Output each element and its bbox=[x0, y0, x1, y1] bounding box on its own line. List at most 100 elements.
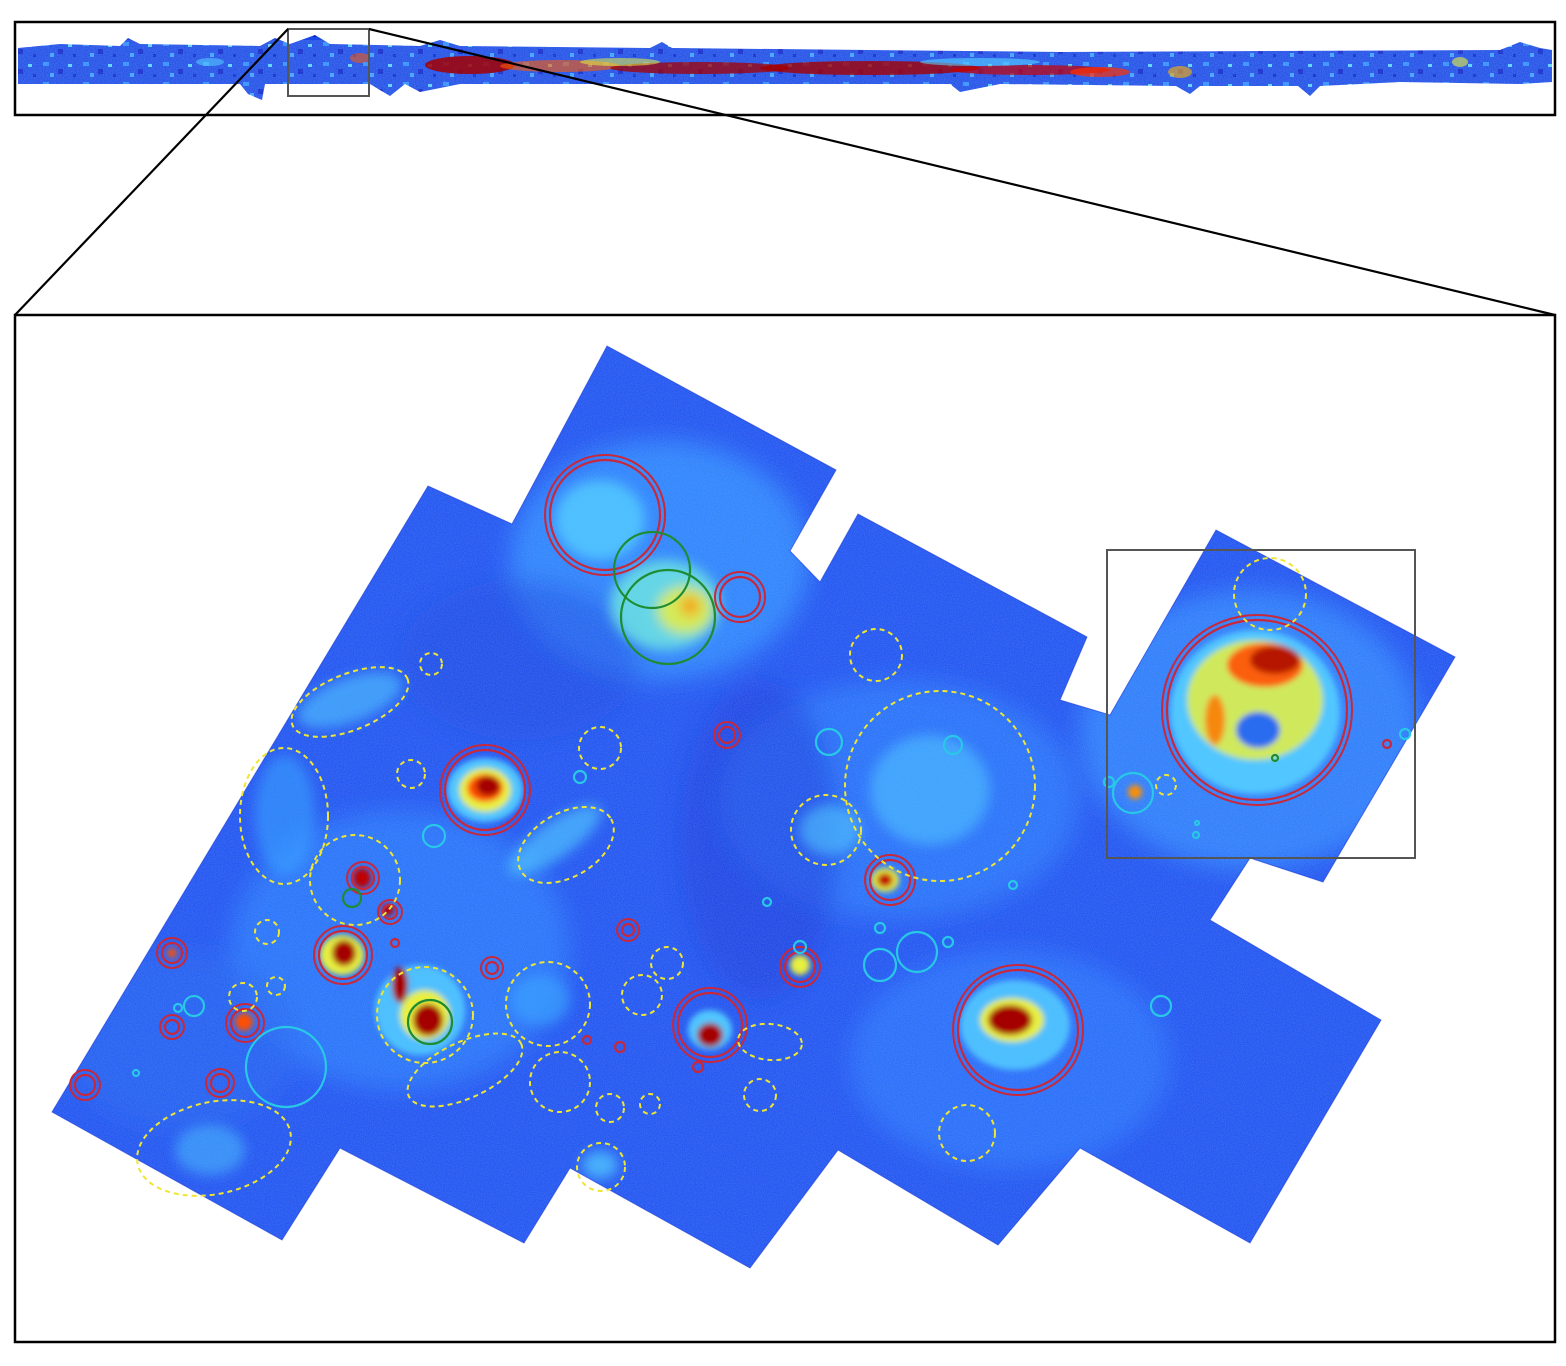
red-region-marker-outer bbox=[313, 925, 373, 985]
yellow-region-marker bbox=[576, 1142, 626, 1192]
red-region-marker bbox=[350, 865, 376, 891]
red-region-marker-outer bbox=[779, 946, 821, 988]
yellow-region-marker bbox=[743, 1078, 777, 1112]
red-region-marker bbox=[73, 1073, 97, 1097]
overview-strip bbox=[13, 20, 1557, 117]
red-region-marker-outer bbox=[952, 964, 1084, 1096]
red-region-marker-outer bbox=[205, 1068, 235, 1098]
cyan-region-marker bbox=[182, 994, 206, 1018]
yellow-region-marker bbox=[621, 974, 663, 1016]
cyan-region-marker bbox=[941, 935, 955, 949]
yellow-region-marker bbox=[376, 966, 474, 1064]
red-region-marker bbox=[317, 929, 369, 981]
zoom-panel bbox=[13, 313, 1557, 1344]
red-region-marker-outer bbox=[439, 744, 531, 836]
cyan-region-marker bbox=[1191, 830, 1201, 840]
red-region-marker-outer bbox=[225, 1003, 265, 1043]
cyan-region-marker bbox=[172, 1002, 184, 1014]
yellow-region-marker bbox=[1155, 774, 1177, 796]
yellow-region-marker bbox=[529, 1051, 591, 1113]
red-region-marker-outer bbox=[69, 1069, 101, 1101]
red-region-marker-outer bbox=[156, 937, 188, 969]
inset-box bbox=[1106, 549, 1416, 859]
red-region-marker bbox=[717, 725, 737, 745]
red-region-marker bbox=[381, 903, 399, 921]
cyan-region-marker bbox=[895, 930, 939, 974]
red-region-marker bbox=[548, 458, 662, 572]
zoom-connector-left bbox=[14, 28, 289, 316]
cyan-region-marker bbox=[814, 727, 844, 757]
green-region-marker bbox=[619, 568, 717, 666]
red-region-marker bbox=[1381, 738, 1393, 750]
yellow-region-marker bbox=[309, 834, 401, 926]
red-region-marker-outer bbox=[1161, 614, 1353, 806]
yellow-region-marker bbox=[595, 1093, 625, 1123]
yellow-region-marker bbox=[639, 1093, 661, 1115]
red-region-marker-outer bbox=[159, 1014, 185, 1040]
cyan-region-marker bbox=[792, 939, 808, 955]
red-region-marker bbox=[868, 858, 912, 902]
cyan-region-marker bbox=[942, 734, 964, 756]
cyan-region-marker bbox=[1007, 879, 1019, 891]
strip-frame bbox=[13, 20, 1557, 117]
red-region-marker bbox=[209, 1072, 231, 1094]
yellow-region-marker bbox=[406, 1032, 524, 1108]
yellow-region-marker bbox=[396, 759, 426, 789]
cyan-region-marker bbox=[1149, 994, 1173, 1018]
red-region-marker bbox=[389, 937, 401, 949]
red-region-marker bbox=[160, 941, 184, 965]
cyan-region-marker bbox=[131, 1068, 141, 1078]
green-region-marker bbox=[612, 530, 692, 610]
cyan-region-marker bbox=[1111, 771, 1155, 815]
green-region-marker bbox=[341, 887, 363, 909]
red-region-marker bbox=[613, 1040, 627, 1054]
red-region-marker-outer bbox=[480, 956, 504, 980]
red-region-marker-outer bbox=[672, 987, 748, 1063]
green-region-marker bbox=[406, 998, 454, 1046]
red-region-marker bbox=[718, 575, 762, 619]
yellow-region-marker bbox=[790, 794, 862, 866]
red-region-marker-outer bbox=[544, 454, 666, 576]
cyan-region-marker bbox=[1193, 819, 1201, 827]
red-region-marker bbox=[620, 922, 636, 938]
yellow-region-marker bbox=[136, 1099, 292, 1197]
yellow-region-marker bbox=[1233, 557, 1307, 631]
red-region-marker-outer bbox=[714, 571, 766, 623]
yellow-region-marker bbox=[419, 652, 443, 676]
red-region-marker bbox=[956, 968, 1080, 1092]
red-region-marker-outer bbox=[346, 861, 380, 895]
yellow-region-marker bbox=[938, 1104, 996, 1162]
green-region-marker bbox=[1270, 753, 1280, 763]
strip-emission bbox=[196, 53, 1468, 78]
emission-features bbox=[167, 480, 1340, 1179]
red-region-marker-outer bbox=[616, 918, 640, 942]
yellow-region-marker bbox=[517, 806, 615, 884]
cyan-region-marker bbox=[873, 921, 887, 935]
strip-zoom-box bbox=[287, 28, 370, 97]
red-region-marker bbox=[229, 1007, 261, 1039]
yellow-region-marker bbox=[266, 976, 286, 996]
cyan-region-marker bbox=[1102, 775, 1116, 789]
red-region-marker bbox=[163, 1018, 181, 1036]
cyan-region-marker bbox=[244, 1025, 328, 1109]
yellow-region-marker bbox=[239, 747, 329, 885]
red-region-marker bbox=[1165, 618, 1349, 802]
cyan-region-marker bbox=[572, 769, 588, 785]
region-markers bbox=[69, 454, 1412, 1197]
yellow-region-marker bbox=[228, 982, 258, 1012]
red-region-marker bbox=[691, 1060, 705, 1074]
red-region-marker bbox=[484, 960, 500, 976]
yellow-region-marker bbox=[578, 726, 622, 770]
red-region-marker-outer bbox=[713, 721, 741, 749]
yellow-region-marker bbox=[737, 1022, 803, 1062]
yellow-region-marker bbox=[849, 628, 903, 682]
red-region-marker bbox=[676, 991, 744, 1059]
zoom-connectors bbox=[14, 27, 1556, 317]
cyan-region-marker bbox=[862, 947, 898, 983]
cyan-region-marker bbox=[1398, 727, 1412, 741]
cyan-region-marker bbox=[421, 823, 447, 849]
yellow-region-marker bbox=[844, 690, 1036, 882]
yellow-region-marker bbox=[290, 666, 410, 738]
red-region-marker bbox=[581, 1034, 593, 1046]
